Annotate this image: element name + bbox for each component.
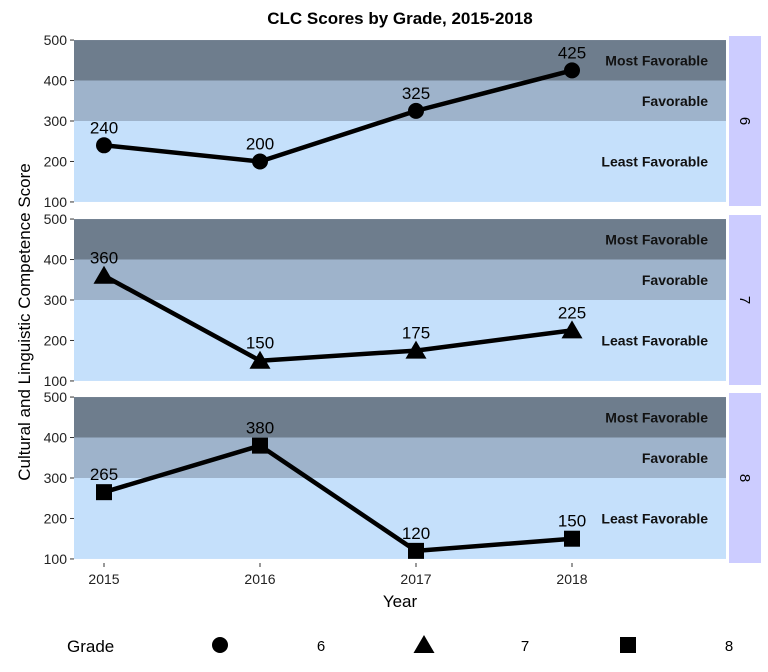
y-axis-title: Cultural and Linguistic Competence Score	[15, 163, 34, 481]
y-tick-label: 400	[44, 252, 68, 268]
band-favorable	[74, 437, 726, 478]
x-tick-label: 2017	[400, 571, 431, 587]
data-label: 150	[558, 512, 586, 531]
y-tick-label: 200	[44, 332, 68, 348]
data-label: 150	[246, 334, 274, 353]
legend-marker-grade-6	[212, 637, 228, 653]
legend-label: 7	[521, 638, 529, 655]
legend-marker-grade-8	[620, 637, 636, 653]
data-label: 325	[402, 84, 430, 103]
band-least-favorable	[74, 300, 726, 381]
panel-grade-6: Least Favorable Favorable Most Favorable 10…	[44, 32, 761, 210]
y-tick-label: 300	[44, 470, 68, 486]
data-point	[561, 320, 583, 339]
facet-strip	[729, 215, 761, 385]
x-tick-label: 2018	[556, 571, 587, 587]
band-least-favorable	[74, 121, 726, 202]
series-line	[103, 68, 573, 164]
data-point	[408, 102, 424, 119]
x-tick-label: 2016	[244, 571, 275, 587]
data-label: 120	[402, 524, 430, 543]
band-least-favorable	[74, 478, 726, 559]
band-label: Favorable	[642, 450, 708, 466]
band-label: Favorable	[642, 93, 708, 109]
x-axis: 2015 2016 2017 2018	[88, 563, 588, 587]
facet-strip-label: 7	[736, 296, 753, 304]
band-favorable	[74, 259, 726, 300]
y-tick-label: 100	[44, 373, 68, 389]
facet-strip	[729, 36, 761, 206]
data-point	[564, 530, 580, 547]
data-label: 380	[246, 419, 274, 438]
facet-panels: Least Favorable Favorable Most Favorable 10…	[44, 32, 761, 567]
data-point	[252, 153, 268, 170]
data-label: 425	[558, 43, 586, 62]
y-tick-label: 500	[44, 211, 68, 227]
data-point	[96, 484, 112, 501]
band-most-favorable	[74, 219, 726, 260]
series-line	[102, 273, 573, 363]
data-point	[249, 350, 271, 369]
data-point	[405, 340, 427, 359]
y-tick-label: 500	[44, 32, 68, 48]
data-point	[408, 542, 424, 559]
data-label: 240	[90, 118, 118, 137]
data-point	[96, 137, 112, 154]
band-label: Least Favorable	[601, 332, 708, 348]
data-label: 225	[558, 303, 586, 322]
panel-grade-8: Least Favorable Favorable Most Favorable 10…	[44, 389, 761, 567]
legend-label: 6	[317, 638, 325, 655]
legend-label: 8	[725, 638, 733, 655]
panel-grade-7: Least Favorable Favorable Most Favorable 10…	[44, 211, 761, 389]
data-label: 175	[402, 324, 430, 343]
x-tick-label: 2015	[88, 571, 119, 587]
data-point	[252, 437, 268, 454]
legend-marker-grade-7	[413, 635, 435, 653]
band-label: Most Favorable	[605, 231, 708, 247]
y-tick-label: 300	[44, 292, 68, 308]
legend: Grade 6 7 8	[67, 635, 733, 656]
band-label: Most Favorable	[605, 409, 708, 425]
y-tick-label: 100	[44, 551, 68, 567]
facet-strip-label: 6	[736, 117, 753, 125]
y-tick-label: 300	[44, 113, 68, 129]
y-tick-label: 200	[44, 153, 68, 169]
data-label: 200	[246, 134, 274, 153]
band-label: Least Favorable	[601, 153, 708, 169]
band-most-favorable	[74, 397, 726, 438]
y-tick-label: 400	[44, 73, 68, 89]
y-tick-label: 500	[44, 389, 68, 405]
x-axis-title: Year	[383, 592, 418, 611]
chart-title: CLC Scores by Grade, 2015-2018	[267, 9, 533, 28]
y-tick-label: 100	[44, 194, 68, 210]
band-label: Least Favorable	[601, 510, 708, 526]
band-label: Favorable	[642, 272, 708, 288]
data-point	[93, 265, 115, 284]
facet-strip	[729, 393, 761, 563]
data-point	[564, 62, 580, 79]
y-tick-label: 200	[44, 510, 68, 526]
legend-title: Grade	[67, 637, 114, 656]
facet-strip-label: 8	[736, 474, 753, 482]
data-label: 265	[90, 465, 118, 484]
band-label: Most Favorable	[605, 52, 708, 68]
series-line	[103, 443, 573, 554]
data-label: 360	[90, 249, 118, 268]
y-tick-label: 400	[44, 430, 68, 446]
band-most-favorable	[74, 40, 726, 81]
